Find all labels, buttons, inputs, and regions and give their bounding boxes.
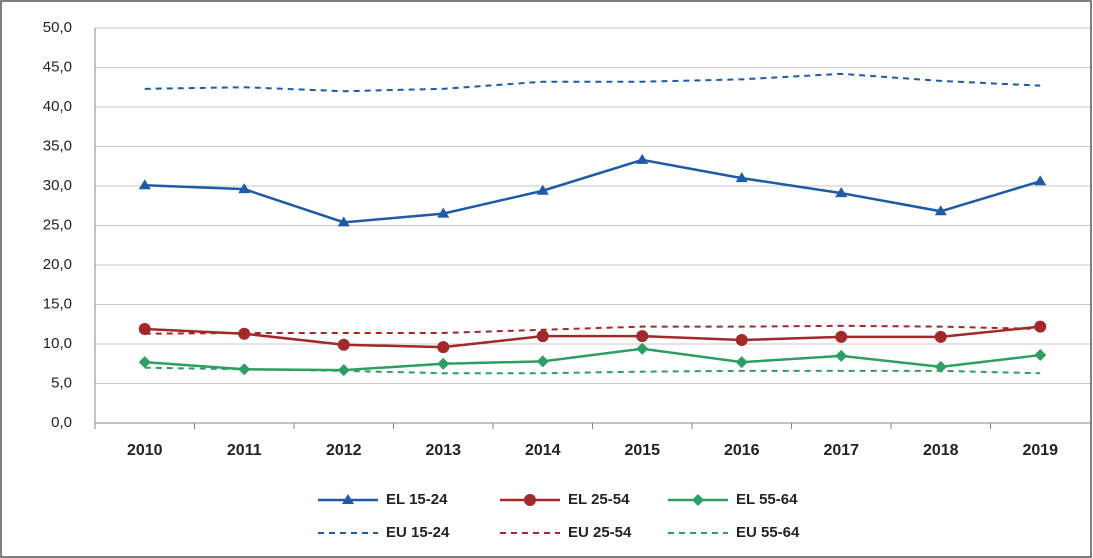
y-tick-label: 5,0 <box>51 374 72 391</box>
legend-label: EL 55-64 <box>736 491 798 508</box>
x-tick-label: 2012 <box>326 442 362 459</box>
marker <box>636 153 649 164</box>
x-tick-label: 2017 <box>823 442 859 459</box>
marker <box>524 494 536 506</box>
y-tick-label: 25,0 <box>43 216 72 233</box>
y-tick-label: 10,0 <box>43 335 72 352</box>
marker <box>138 322 151 335</box>
x-tick-label: 2013 <box>425 442 461 459</box>
x-tick-label: 2019 <box>1022 442 1058 459</box>
marker <box>138 356 151 369</box>
marker <box>437 357 450 370</box>
marker <box>835 187 848 198</box>
series-line <box>144 325 1041 349</box>
marker <box>934 330 947 343</box>
marker <box>536 184 549 195</box>
marker <box>934 205 947 216</box>
legend-label: EL 15-24 <box>386 491 448 508</box>
marker <box>735 334 748 347</box>
y-tick-label: 40,0 <box>43 98 72 115</box>
marker <box>735 172 748 183</box>
y-tick-label: 20,0 <box>43 256 72 273</box>
marker <box>692 494 704 506</box>
y-tick-label: 15,0 <box>43 295 72 312</box>
marker <box>735 356 748 369</box>
marker <box>138 179 151 190</box>
y-tick-label: 0,0 <box>51 414 72 431</box>
marker <box>337 338 350 351</box>
legend-label: EL 25-54 <box>568 491 630 508</box>
series-line <box>144 158 1041 224</box>
marker <box>437 207 450 218</box>
marker <box>835 330 848 343</box>
legend-label: EU 15-24 <box>386 524 450 541</box>
marker <box>835 349 848 362</box>
x-tick-label: 2018 <box>923 442 959 459</box>
y-tick-label: 50,0 <box>43 19 72 36</box>
marker <box>536 355 549 368</box>
x-tick-label: 2015 <box>624 442 660 459</box>
marker <box>536 330 549 343</box>
marker <box>1034 349 1047 362</box>
y-tick-label: 45,0 <box>43 58 72 75</box>
marker <box>342 494 354 504</box>
marker <box>636 330 649 343</box>
legend-label: EU 55-64 <box>736 524 800 541</box>
marker <box>1034 320 1047 333</box>
marker <box>437 341 450 354</box>
x-tick-label: 2014 <box>525 442 561 459</box>
x-tick-label: 2010 <box>127 442 163 459</box>
legend-label: EU 25-54 <box>568 524 632 541</box>
marker <box>337 216 350 227</box>
marker <box>238 183 251 194</box>
marker <box>1034 175 1047 186</box>
y-tick-label: 30,0 <box>43 177 72 194</box>
series-line <box>144 347 1041 372</box>
x-tick-label: 2011 <box>227 442 262 459</box>
x-tick-label: 2016 <box>724 442 760 459</box>
marker <box>636 342 649 355</box>
y-tick-label: 35,0 <box>43 137 72 154</box>
